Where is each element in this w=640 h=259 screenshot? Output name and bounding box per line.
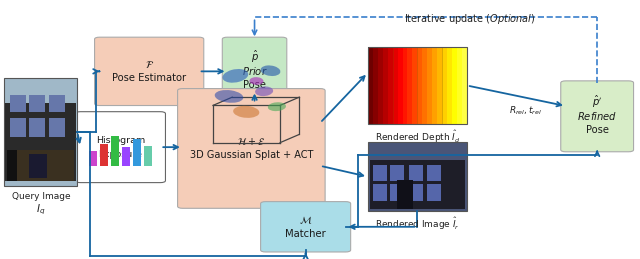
Text: Pose: Pose bbox=[243, 81, 266, 90]
FancyBboxPatch shape bbox=[428, 47, 433, 124]
FancyBboxPatch shape bbox=[397, 180, 413, 209]
Text: 3D Gaussian Splat + ACT: 3D Gaussian Splat + ACT bbox=[189, 150, 313, 161]
FancyBboxPatch shape bbox=[408, 47, 413, 124]
FancyBboxPatch shape bbox=[5, 103, 76, 181]
FancyBboxPatch shape bbox=[410, 165, 424, 181]
FancyBboxPatch shape bbox=[561, 81, 634, 152]
Ellipse shape bbox=[215, 90, 243, 103]
FancyBboxPatch shape bbox=[144, 146, 152, 167]
Text: Iterative update ($\it{Optional}$): Iterative update ($\it{Optional}$) bbox=[404, 12, 536, 26]
FancyBboxPatch shape bbox=[177, 89, 325, 208]
Ellipse shape bbox=[250, 77, 264, 85]
FancyBboxPatch shape bbox=[422, 47, 428, 124]
FancyBboxPatch shape bbox=[412, 47, 418, 124]
FancyBboxPatch shape bbox=[29, 154, 47, 178]
FancyBboxPatch shape bbox=[49, 118, 65, 137]
Ellipse shape bbox=[255, 87, 273, 96]
FancyBboxPatch shape bbox=[373, 184, 387, 201]
FancyBboxPatch shape bbox=[390, 165, 404, 181]
Text: $I_q$: $I_q$ bbox=[36, 202, 45, 217]
FancyBboxPatch shape bbox=[122, 147, 130, 167]
FancyBboxPatch shape bbox=[133, 139, 141, 167]
FancyBboxPatch shape bbox=[111, 136, 119, 167]
FancyBboxPatch shape bbox=[7, 150, 74, 181]
FancyBboxPatch shape bbox=[432, 47, 438, 124]
FancyBboxPatch shape bbox=[373, 165, 387, 181]
FancyBboxPatch shape bbox=[29, 95, 45, 112]
FancyBboxPatch shape bbox=[462, 47, 467, 124]
Text: $\hat{p}$: $\hat{p}$ bbox=[251, 49, 259, 65]
FancyBboxPatch shape bbox=[457, 47, 463, 124]
FancyBboxPatch shape bbox=[378, 47, 383, 124]
Text: $Prior$: $Prior$ bbox=[242, 65, 268, 77]
Text: Histogram: Histogram bbox=[96, 135, 145, 145]
Ellipse shape bbox=[233, 106, 259, 118]
FancyBboxPatch shape bbox=[49, 95, 65, 112]
Ellipse shape bbox=[260, 66, 280, 76]
FancyBboxPatch shape bbox=[442, 47, 448, 124]
Text: Pose Estimator: Pose Estimator bbox=[112, 73, 186, 83]
FancyBboxPatch shape bbox=[10, 95, 26, 112]
FancyBboxPatch shape bbox=[222, 37, 287, 105]
Text: $\mathcal{M}$: $\mathcal{M}$ bbox=[299, 214, 312, 226]
FancyBboxPatch shape bbox=[410, 184, 424, 201]
FancyBboxPatch shape bbox=[10, 118, 26, 137]
FancyBboxPatch shape bbox=[452, 47, 458, 124]
Ellipse shape bbox=[268, 102, 286, 111]
FancyBboxPatch shape bbox=[437, 47, 443, 124]
Text: Pose: Pose bbox=[586, 125, 609, 135]
Text: Query Image: Query Image bbox=[12, 192, 70, 201]
Ellipse shape bbox=[223, 69, 248, 83]
Text: Rendered Image $\hat{I}_r$: Rendered Image $\hat{I}_r$ bbox=[375, 215, 460, 232]
FancyBboxPatch shape bbox=[390, 184, 404, 201]
FancyBboxPatch shape bbox=[383, 47, 388, 124]
FancyBboxPatch shape bbox=[100, 144, 108, 167]
Text: Exposure: Exposure bbox=[99, 150, 142, 159]
FancyBboxPatch shape bbox=[370, 160, 465, 209]
FancyBboxPatch shape bbox=[403, 47, 408, 124]
FancyBboxPatch shape bbox=[260, 202, 351, 252]
FancyBboxPatch shape bbox=[397, 47, 403, 124]
FancyBboxPatch shape bbox=[417, 47, 423, 124]
Text: $R_{rel}, t_{rel}$: $R_{rel}, t_{rel}$ bbox=[509, 105, 542, 117]
FancyBboxPatch shape bbox=[7, 150, 17, 181]
FancyBboxPatch shape bbox=[427, 184, 441, 201]
FancyBboxPatch shape bbox=[388, 47, 394, 124]
Text: $\hat{p}'$: $\hat{p}'$ bbox=[592, 94, 602, 110]
FancyBboxPatch shape bbox=[95, 37, 204, 105]
FancyBboxPatch shape bbox=[368, 47, 374, 124]
FancyBboxPatch shape bbox=[393, 47, 398, 124]
FancyBboxPatch shape bbox=[89, 151, 97, 167]
Text: Rendered Depth $\hat{I}_d$: Rendered Depth $\hat{I}_d$ bbox=[375, 128, 461, 145]
FancyBboxPatch shape bbox=[427, 165, 441, 181]
Text: $\mathcal{F}$: $\mathcal{F}$ bbox=[145, 59, 154, 70]
Text: $Refined$: $Refined$ bbox=[577, 110, 618, 122]
Text: $\mathcal{H} + \mathcal{E}$: $\mathcal{H} + \mathcal{E}$ bbox=[237, 136, 266, 147]
FancyBboxPatch shape bbox=[447, 47, 452, 124]
FancyBboxPatch shape bbox=[4, 78, 77, 186]
FancyBboxPatch shape bbox=[368, 142, 467, 211]
Text: Matcher: Matcher bbox=[285, 229, 326, 239]
FancyBboxPatch shape bbox=[373, 47, 378, 124]
FancyBboxPatch shape bbox=[76, 112, 166, 183]
FancyBboxPatch shape bbox=[29, 118, 45, 137]
